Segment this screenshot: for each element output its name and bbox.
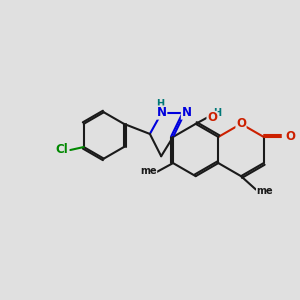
- Text: H: H: [213, 108, 221, 118]
- Text: Cl: Cl: [56, 143, 68, 156]
- Text: me: me: [140, 167, 157, 176]
- Text: O: O: [236, 117, 246, 130]
- Text: O: O: [207, 111, 217, 124]
- Text: N: N: [157, 106, 167, 119]
- Text: O: O: [285, 130, 296, 143]
- Text: H: H: [156, 99, 164, 109]
- Text: me: me: [256, 186, 273, 196]
- Text: N: N: [182, 106, 191, 119]
